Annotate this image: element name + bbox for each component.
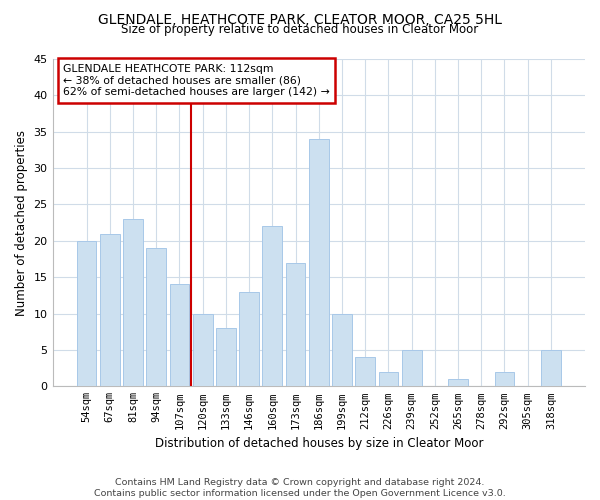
Text: GLENDALE, HEATHCOTE PARK, CLEATOR MOOR, CA25 5HL: GLENDALE, HEATHCOTE PARK, CLEATOR MOOR, … — [98, 12, 502, 26]
Bar — [309, 139, 329, 386]
Bar — [146, 248, 166, 386]
Bar — [262, 226, 282, 386]
Bar — [332, 314, 352, 386]
Bar — [286, 262, 305, 386]
Text: Size of property relative to detached houses in Cleator Moor: Size of property relative to detached ho… — [121, 22, 479, 36]
Bar — [379, 372, 398, 386]
Text: Contains HM Land Registry data © Crown copyright and database right 2024.
Contai: Contains HM Land Registry data © Crown c… — [94, 478, 506, 498]
Bar — [123, 219, 143, 386]
Text: GLENDALE HEATHCOTE PARK: 112sqm
← 38% of detached houses are smaller (86)
62% of: GLENDALE HEATHCOTE PARK: 112sqm ← 38% of… — [63, 64, 330, 97]
Bar — [193, 314, 212, 386]
Bar — [541, 350, 561, 387]
Bar — [216, 328, 236, 386]
Bar — [170, 284, 190, 386]
X-axis label: Distribution of detached houses by size in Cleator Moor: Distribution of detached houses by size … — [155, 437, 483, 450]
Bar — [494, 372, 514, 386]
Y-axis label: Number of detached properties: Number of detached properties — [15, 130, 28, 316]
Bar — [448, 379, 468, 386]
Bar — [100, 234, 119, 386]
Bar — [77, 241, 97, 386]
Bar — [355, 357, 375, 386]
Bar — [239, 292, 259, 386]
Bar — [402, 350, 422, 387]
